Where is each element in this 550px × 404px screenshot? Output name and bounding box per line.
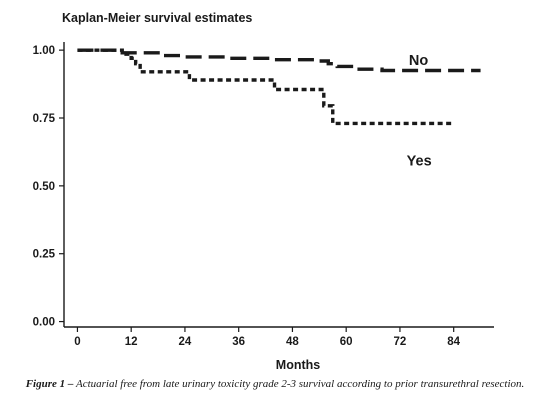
series-labels: No Yes [407,53,432,169]
caption-label: Figure 1 – [25,378,74,390]
x-tick-label: 84 [447,336,460,348]
survival-curves [77,48,481,126]
curve-no [77,48,481,73]
x-tick-label: 48 [286,336,299,348]
figure-caption: Figure 1 – Actuarial free from late urin… [0,378,550,390]
x-tick-label: 36 [232,336,245,348]
curve-yes [77,48,454,126]
y-tick-label: 0.25 [33,249,56,261]
axes: 0.00 0.25 0.50 0.75 1.00 0 12 24 36 48 60 72 84 [33,42,494,348]
chart-title: Kaplan-Meier survival estimates [62,11,252,25]
y-tick-label: 0.00 [33,317,55,329]
series-label-no: No [409,53,428,69]
x-tick-label: 12 [125,336,138,348]
series-label-yes: Yes [407,154,432,170]
x-tick-label: 60 [340,336,353,348]
x-tick-label: 0 [74,336,80,348]
x-tick-label: 72 [394,336,407,348]
y-tick-label: 0.75 [33,113,56,125]
x-tick-label: 24 [179,336,192,348]
y-tick-label: 1.00 [33,45,55,57]
caption-text: Actuarial free from late urinary toxicit… [75,378,525,390]
y-tick-label: 0.50 [33,181,55,193]
x-axis-label: Months [276,358,320,372]
